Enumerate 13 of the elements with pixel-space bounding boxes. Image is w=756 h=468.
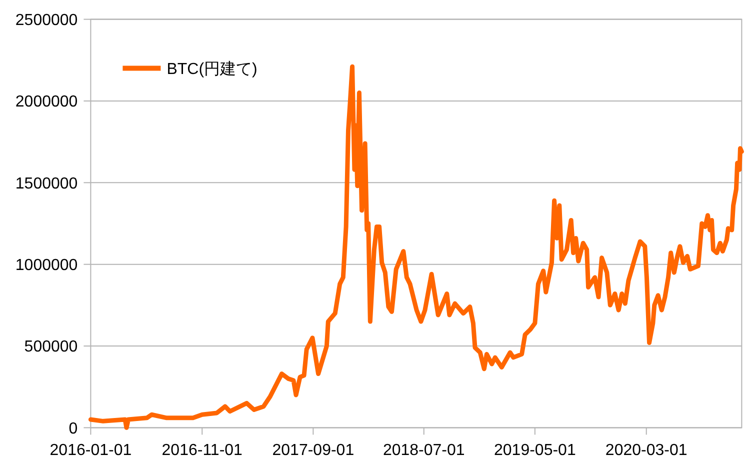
y-tick-label: 0 [68, 420, 78, 438]
y-tick-label: 2000000 [15, 94, 78, 111]
x-tick-label: 2018-07-01 [382, 442, 465, 460]
y-tick-label: 2500000 [15, 12, 78, 29]
x-tick-label: 2017-09-01 [272, 442, 354, 460]
x-tick-label: 2020-03-01 [605, 442, 688, 460]
legend-label: BTC(円建て) [166, 61, 258, 78]
y-tick-label: 500000 [24, 338, 78, 356]
x-tick-label: 2016-01-01 [50, 442, 132, 460]
x-tick-label: 2019-05-01 [494, 442, 576, 460]
y-tick-label: 1000000 [15, 257, 78, 274]
x-tick-label: 2016-11-01 [162, 442, 242, 460]
y-tick-label: 1500000 [15, 175, 78, 192]
